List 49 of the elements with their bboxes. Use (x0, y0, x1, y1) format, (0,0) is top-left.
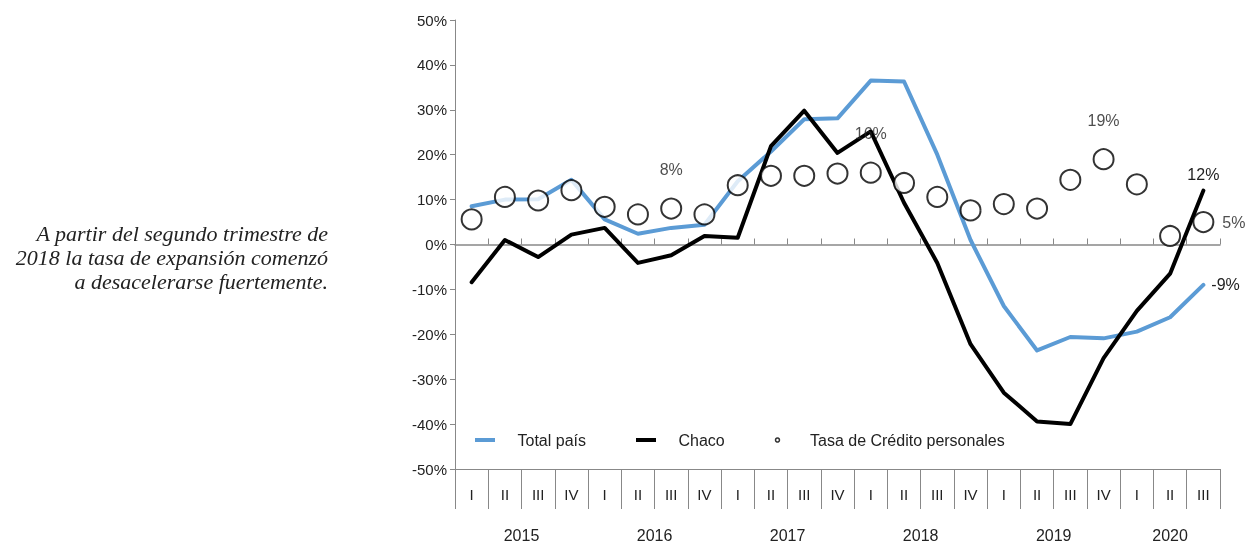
y-tick-label: -10% (411, 280, 447, 298)
x-tick-label: IV (830, 486, 845, 503)
x-tick-label: III (664, 486, 678, 503)
x-tick-label: IV (1096, 486, 1111, 503)
y-tick-label: 50% (416, 11, 447, 29)
legend-label: Total país (517, 431, 586, 449)
x-tick-label: I (735, 486, 740, 503)
x-tick-label: I (1134, 486, 1139, 503)
y-tick-label: 0% (425, 236, 447, 253)
x-tick-label: II (1165, 486, 1175, 503)
x-tick-label: III (797, 486, 811, 503)
x-tick-label: III (1064, 486, 1077, 503)
text: 2016 (636, 526, 673, 544)
x-tick-label: IV (564, 486, 579, 503)
data-label: 8% (659, 161, 683, 179)
x-tick-label: IV (963, 486, 978, 503)
text: 2020 (1152, 526, 1189, 544)
x-tick-label: I (469, 486, 474, 503)
text: 2018 (902, 526, 939, 544)
y-tick-label: 30% (416, 101, 447, 119)
data-label: 5% (1222, 213, 1246, 231)
data-label: 19% (1087, 111, 1120, 129)
x-tick-label: I (1001, 486, 1006, 503)
legend-label: Tasa de Crédito personales (809, 431, 1005, 449)
y-tick-label: 10% (416, 191, 447, 209)
y-tick-label: 20% (416, 146, 447, 164)
x-tick-label: II (899, 486, 909, 503)
x-tick-label: III (531, 486, 545, 503)
data-label: 12% (1187, 166, 1220, 184)
y-tick-label: -40% (411, 415, 447, 433)
x-tick-label: II (1032, 486, 1042, 503)
text: 2019 (1035, 526, 1072, 544)
y-tick-label: 40% (416, 56, 447, 74)
x-tick-label: IV (697, 486, 712, 503)
x-tick-label: I (602, 486, 607, 503)
text: 2015 (503, 526, 540, 544)
x-tick-label: II (766, 486, 776, 503)
x-tick-label: II (633, 486, 643, 503)
y-tick-label: -50% (411, 460, 447, 478)
legend-label: Chaco (678, 431, 725, 449)
y-tick-label: -20% (411, 325, 447, 343)
y-tick-label: -30% (411, 370, 447, 388)
text: 2017 (769, 526, 806, 544)
text: A partir del segundo trimestre de 2018 la tasa de expansión comenzó a desacelerarse fuertemente. (14, 221, 328, 294)
x-tick-label: III (931, 486, 944, 503)
data-label: -9% (1211, 276, 1240, 294)
x-tick-label: III (1197, 486, 1210, 503)
x-tick-label: II (500, 486, 510, 503)
x-tick-label: I (868, 486, 873, 503)
